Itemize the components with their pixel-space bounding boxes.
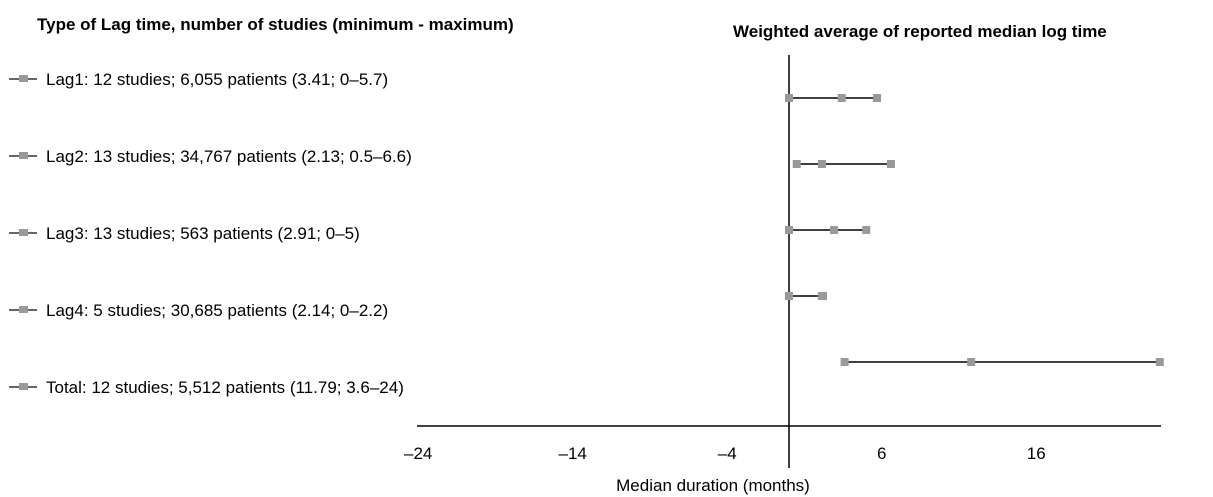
mean-marker [817, 160, 826, 168]
row-label: Lag2: 13 studies; 34,767 patients (2.13;… [46, 147, 412, 166]
legend-marker [19, 229, 28, 236]
legend-marker [19, 306, 28, 313]
min-marker [840, 358, 849, 366]
min-marker [785, 94, 793, 102]
mean-marker [837, 94, 846, 102]
max-marker [886, 160, 895, 168]
max-marker [1155, 358, 1164, 366]
min-marker [785, 292, 793, 300]
legend-marker [19, 75, 28, 82]
row-label: Lag3: 13 studies; 563 patients (2.91; 0–… [46, 224, 360, 243]
row-label: Total: 12 studies; 5,512 patients (11.79… [46, 378, 404, 397]
mean-marker [829, 226, 838, 234]
min-marker [785, 226, 793, 234]
x-tick-label: –14 [559, 444, 587, 463]
x-tick-label: 16 [1027, 444, 1046, 463]
x-tick-label: –4 [718, 444, 737, 463]
max-marker [862, 226, 871, 234]
mean-marker [967, 358, 976, 366]
left-title: Type of Lag time, number of studies (min… [37, 15, 514, 34]
x-axis: –24 –14 –4 6 16 [404, 425, 1161, 463]
min-marker [792, 160, 801, 168]
row-label: Lag4: 5 studies; 30,685 patients (2.14; … [46, 301, 388, 320]
row-labels: Lag1: 12 studies; 6,055 patients (3.41; … [9, 70, 412, 397]
x-tick-label: 6 [877, 444, 886, 463]
max-marker [818, 292, 827, 300]
right-title: Weighted average of reported median log … [733, 22, 1107, 41]
plot-area [785, 55, 1164, 468]
x-axis-label: Median duration (months) [616, 476, 810, 495]
max-marker [873, 94, 882, 102]
row-label: Lag1: 12 studies; 6,055 patients (3.41; … [46, 70, 388, 89]
legend-marker [19, 152, 28, 159]
legend-marker [19, 383, 28, 390]
x-tick-label: –24 [404, 444, 432, 463]
